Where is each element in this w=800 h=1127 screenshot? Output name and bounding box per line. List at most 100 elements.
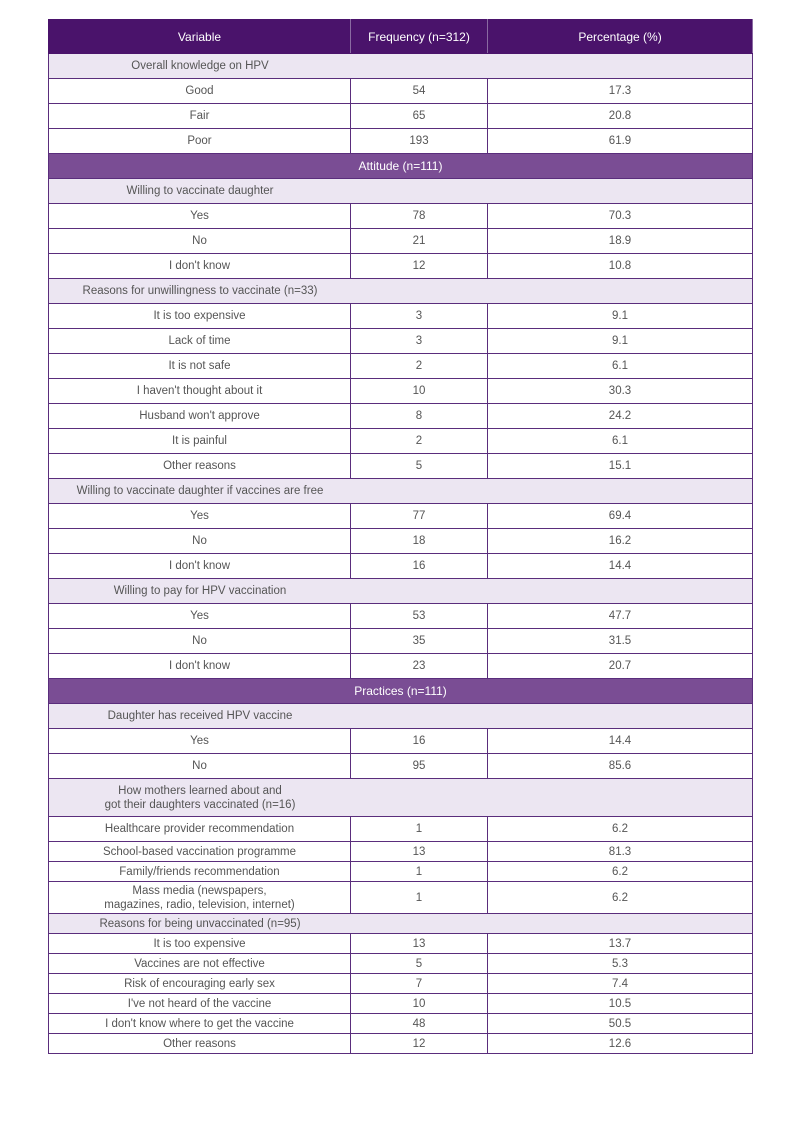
percentage-cell: 30.3 bbox=[487, 378, 753, 404]
frequency-cell: 193 bbox=[350, 128, 488, 154]
percentage-cell: 70.3 bbox=[487, 203, 753, 229]
variable-cell: I don't know bbox=[48, 553, 351, 579]
percentage-cell: 6.1 bbox=[487, 428, 753, 454]
variable-cell: Family/friends recommendation bbox=[48, 861, 351, 882]
frequency-cell: 3 bbox=[350, 328, 488, 354]
percentage-cell: 14.4 bbox=[487, 728, 753, 754]
percentage-cell: 6.2 bbox=[487, 861, 753, 882]
table-row: Healthcare provider recommendation 1 6.2 bbox=[48, 816, 753, 842]
results-table: Variable Frequency (n=312) Percentage (%… bbox=[48, 19, 753, 1054]
percentage-cell: 10.5 bbox=[487, 993, 753, 1014]
table-row: I've not heard of the vaccine 10 10.5 bbox=[48, 993, 753, 1014]
variable-cell: Yes bbox=[48, 603, 351, 629]
frequency-cell: 5 bbox=[350, 453, 488, 479]
variable-cell: Lack of time bbox=[48, 328, 351, 354]
percentage-cell: 31.5 bbox=[487, 628, 753, 654]
variable-cell: It is too expensive bbox=[48, 933, 351, 954]
variable-cell: Good bbox=[48, 78, 351, 104]
table-row: Yes 78 70.3 bbox=[48, 203, 753, 229]
table-row: I don't know 16 14.4 bbox=[48, 553, 753, 579]
frequency-cell: 23 bbox=[350, 653, 488, 679]
percentage-cell: 9.1 bbox=[487, 328, 753, 354]
frequency-cell: 1 bbox=[350, 816, 488, 842]
frequency-cell: 8 bbox=[350, 403, 488, 429]
subheader-row: Willing to vaccinate daughter if vaccine… bbox=[48, 478, 753, 504]
percentage-cell: 13.7 bbox=[487, 933, 753, 954]
variable-cell: It is painful bbox=[48, 428, 351, 454]
table-row: Husband won't approve 8 24.2 bbox=[48, 403, 753, 429]
table-row: No 21 18.9 bbox=[48, 228, 753, 254]
subheader-label: Reasons for unwillingness to vaccinate (… bbox=[82, 285, 318, 297]
variable-cell: Yes bbox=[48, 203, 351, 229]
subheader-row: Reasons for unwillingness to vaccinate (… bbox=[48, 278, 753, 304]
section-label: Practices (n=111) bbox=[48, 678, 753, 704]
table-row: Fair 65 20.8 bbox=[48, 103, 753, 129]
frequency-cell: 10 bbox=[350, 993, 488, 1014]
table-row: Other reasons 12 12.6 bbox=[48, 1033, 753, 1054]
table-row: Yes 77 69.4 bbox=[48, 503, 753, 529]
variable-cell: No bbox=[48, 628, 351, 654]
frequency-cell: 78 bbox=[350, 203, 488, 229]
table-row: It is too expensive 3 9.1 bbox=[48, 303, 753, 329]
table-row: No 18 16.2 bbox=[48, 528, 753, 554]
variable-cell: Other reasons bbox=[48, 1033, 351, 1054]
frequency-cell: 95 bbox=[350, 753, 488, 779]
subheader-label: Willing to pay for HPV vaccination bbox=[113, 585, 287, 597]
frequency-cell: 53 bbox=[350, 603, 488, 629]
table-row: Poor 193 61.9 bbox=[48, 128, 753, 154]
percentage-cell: 20.7 bbox=[487, 653, 753, 679]
header-row: Variable Frequency (n=312) Percentage (%… bbox=[48, 19, 753, 54]
subheader-label: Willing to vaccinate daughter bbox=[126, 185, 274, 197]
table-row: Mass media (newspapers, magazines, radio… bbox=[48, 881, 753, 914]
subheader-label: How mothers learned about and got their … bbox=[104, 784, 296, 811]
subheader-row: How mothers learned about and got their … bbox=[48, 778, 753, 817]
frequency-cell: 54 bbox=[350, 78, 488, 104]
frequency-cell: 65 bbox=[350, 103, 488, 129]
table-row: Risk of encouraging early sex 7 7.4 bbox=[48, 973, 753, 994]
table-row: Yes 53 47.7 bbox=[48, 603, 753, 629]
variable-cell: I haven't thought about it bbox=[48, 378, 351, 404]
frequency-cell: 13 bbox=[350, 841, 488, 862]
percentage-cell: 85.6 bbox=[487, 753, 753, 779]
table-row: Good 54 17.3 bbox=[48, 78, 753, 104]
subheader-row: Overall knowledge on HPV bbox=[48, 53, 753, 79]
percentage-cell: 6.1 bbox=[487, 353, 753, 379]
percentage-cell: 17.3 bbox=[487, 78, 753, 104]
table-row: I don't know 23 20.7 bbox=[48, 653, 753, 679]
frequency-cell: 2 bbox=[350, 428, 488, 454]
variable-cell: I don't know bbox=[48, 653, 351, 679]
table-row: Other reasons 5 15.1 bbox=[48, 453, 753, 479]
percentage-cell: 81.3 bbox=[487, 841, 753, 862]
subheader-label: Willing to vaccinate daughter if vaccine… bbox=[76, 485, 324, 497]
table-row: I haven't thought about it 10 30.3 bbox=[48, 378, 753, 404]
frequency-cell: 16 bbox=[350, 553, 488, 579]
table-row: Family/friends recommendation 1 6.2 bbox=[48, 861, 753, 882]
table-row: Yes 16 14.4 bbox=[48, 728, 753, 754]
frequency-cell: 35 bbox=[350, 628, 488, 654]
percentage-cell: 12.6 bbox=[487, 1033, 753, 1054]
subheader-row: Willing to pay for HPV vaccination bbox=[48, 578, 753, 604]
variable-cell: School-based vaccination programme bbox=[48, 841, 351, 862]
frequency-cell: 12 bbox=[350, 253, 488, 279]
variable-cell: Healthcare provider recommendation bbox=[48, 816, 351, 842]
subheader-label: Daughter has received HPV vaccine bbox=[107, 710, 293, 722]
table-row: I don't know 12 10.8 bbox=[48, 253, 753, 279]
percentage-cell: 61.9 bbox=[487, 128, 753, 154]
frequency-cell: 3 bbox=[350, 303, 488, 329]
subheader-row: Reasons for being unvaccinated (n=95) bbox=[48, 913, 753, 934]
variable-cell: Poor bbox=[48, 128, 351, 154]
frequency-cell: 1 bbox=[350, 881, 488, 914]
subheader-row: Daughter has received HPV vaccine bbox=[48, 703, 753, 729]
frequency-cell: 7 bbox=[350, 973, 488, 994]
variable-cell: Mass media (newspapers, magazines, radio… bbox=[48, 881, 351, 914]
percentage-cell: 14.4 bbox=[487, 553, 753, 579]
frequency-cell: 16 bbox=[350, 728, 488, 754]
variable-cell: No bbox=[48, 753, 351, 779]
percentage-cell: 50.5 bbox=[487, 1013, 753, 1034]
table-row: Lack of time 3 9.1 bbox=[48, 328, 753, 354]
variable-cell: Vaccines are not effective bbox=[48, 953, 351, 974]
frequency-cell: 10 bbox=[350, 378, 488, 404]
variable-cell: I don't know where to get the vaccine bbox=[48, 1013, 351, 1034]
header-percentage: Percentage (%) bbox=[487, 19, 753, 54]
frequency-cell: 1 bbox=[350, 861, 488, 882]
